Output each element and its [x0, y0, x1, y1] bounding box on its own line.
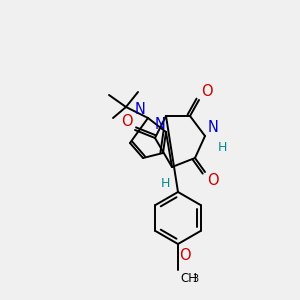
Text: O: O [201, 84, 213, 99]
Text: N: N [135, 102, 146, 117]
Text: H: H [160, 177, 170, 190]
Text: N: N [154, 117, 165, 132]
Text: O: O [122, 114, 133, 129]
Text: 3: 3 [192, 274, 198, 284]
Text: O: O [207, 173, 219, 188]
Text: H: H [218, 141, 227, 154]
Text: O: O [179, 248, 190, 263]
Text: N: N [208, 120, 219, 135]
Text: CH: CH [180, 272, 197, 285]
